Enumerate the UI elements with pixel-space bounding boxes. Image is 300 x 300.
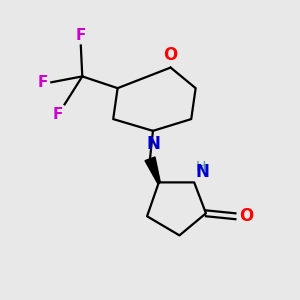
Text: F: F bbox=[76, 28, 86, 43]
Text: F: F bbox=[53, 107, 63, 122]
Text: N: N bbox=[196, 163, 209, 181]
Text: N: N bbox=[146, 135, 160, 153]
Text: H: H bbox=[196, 160, 206, 174]
Text: F: F bbox=[38, 75, 48, 90]
Text: O: O bbox=[239, 207, 253, 225]
Polygon shape bbox=[145, 157, 160, 183]
Text: O: O bbox=[164, 46, 178, 64]
